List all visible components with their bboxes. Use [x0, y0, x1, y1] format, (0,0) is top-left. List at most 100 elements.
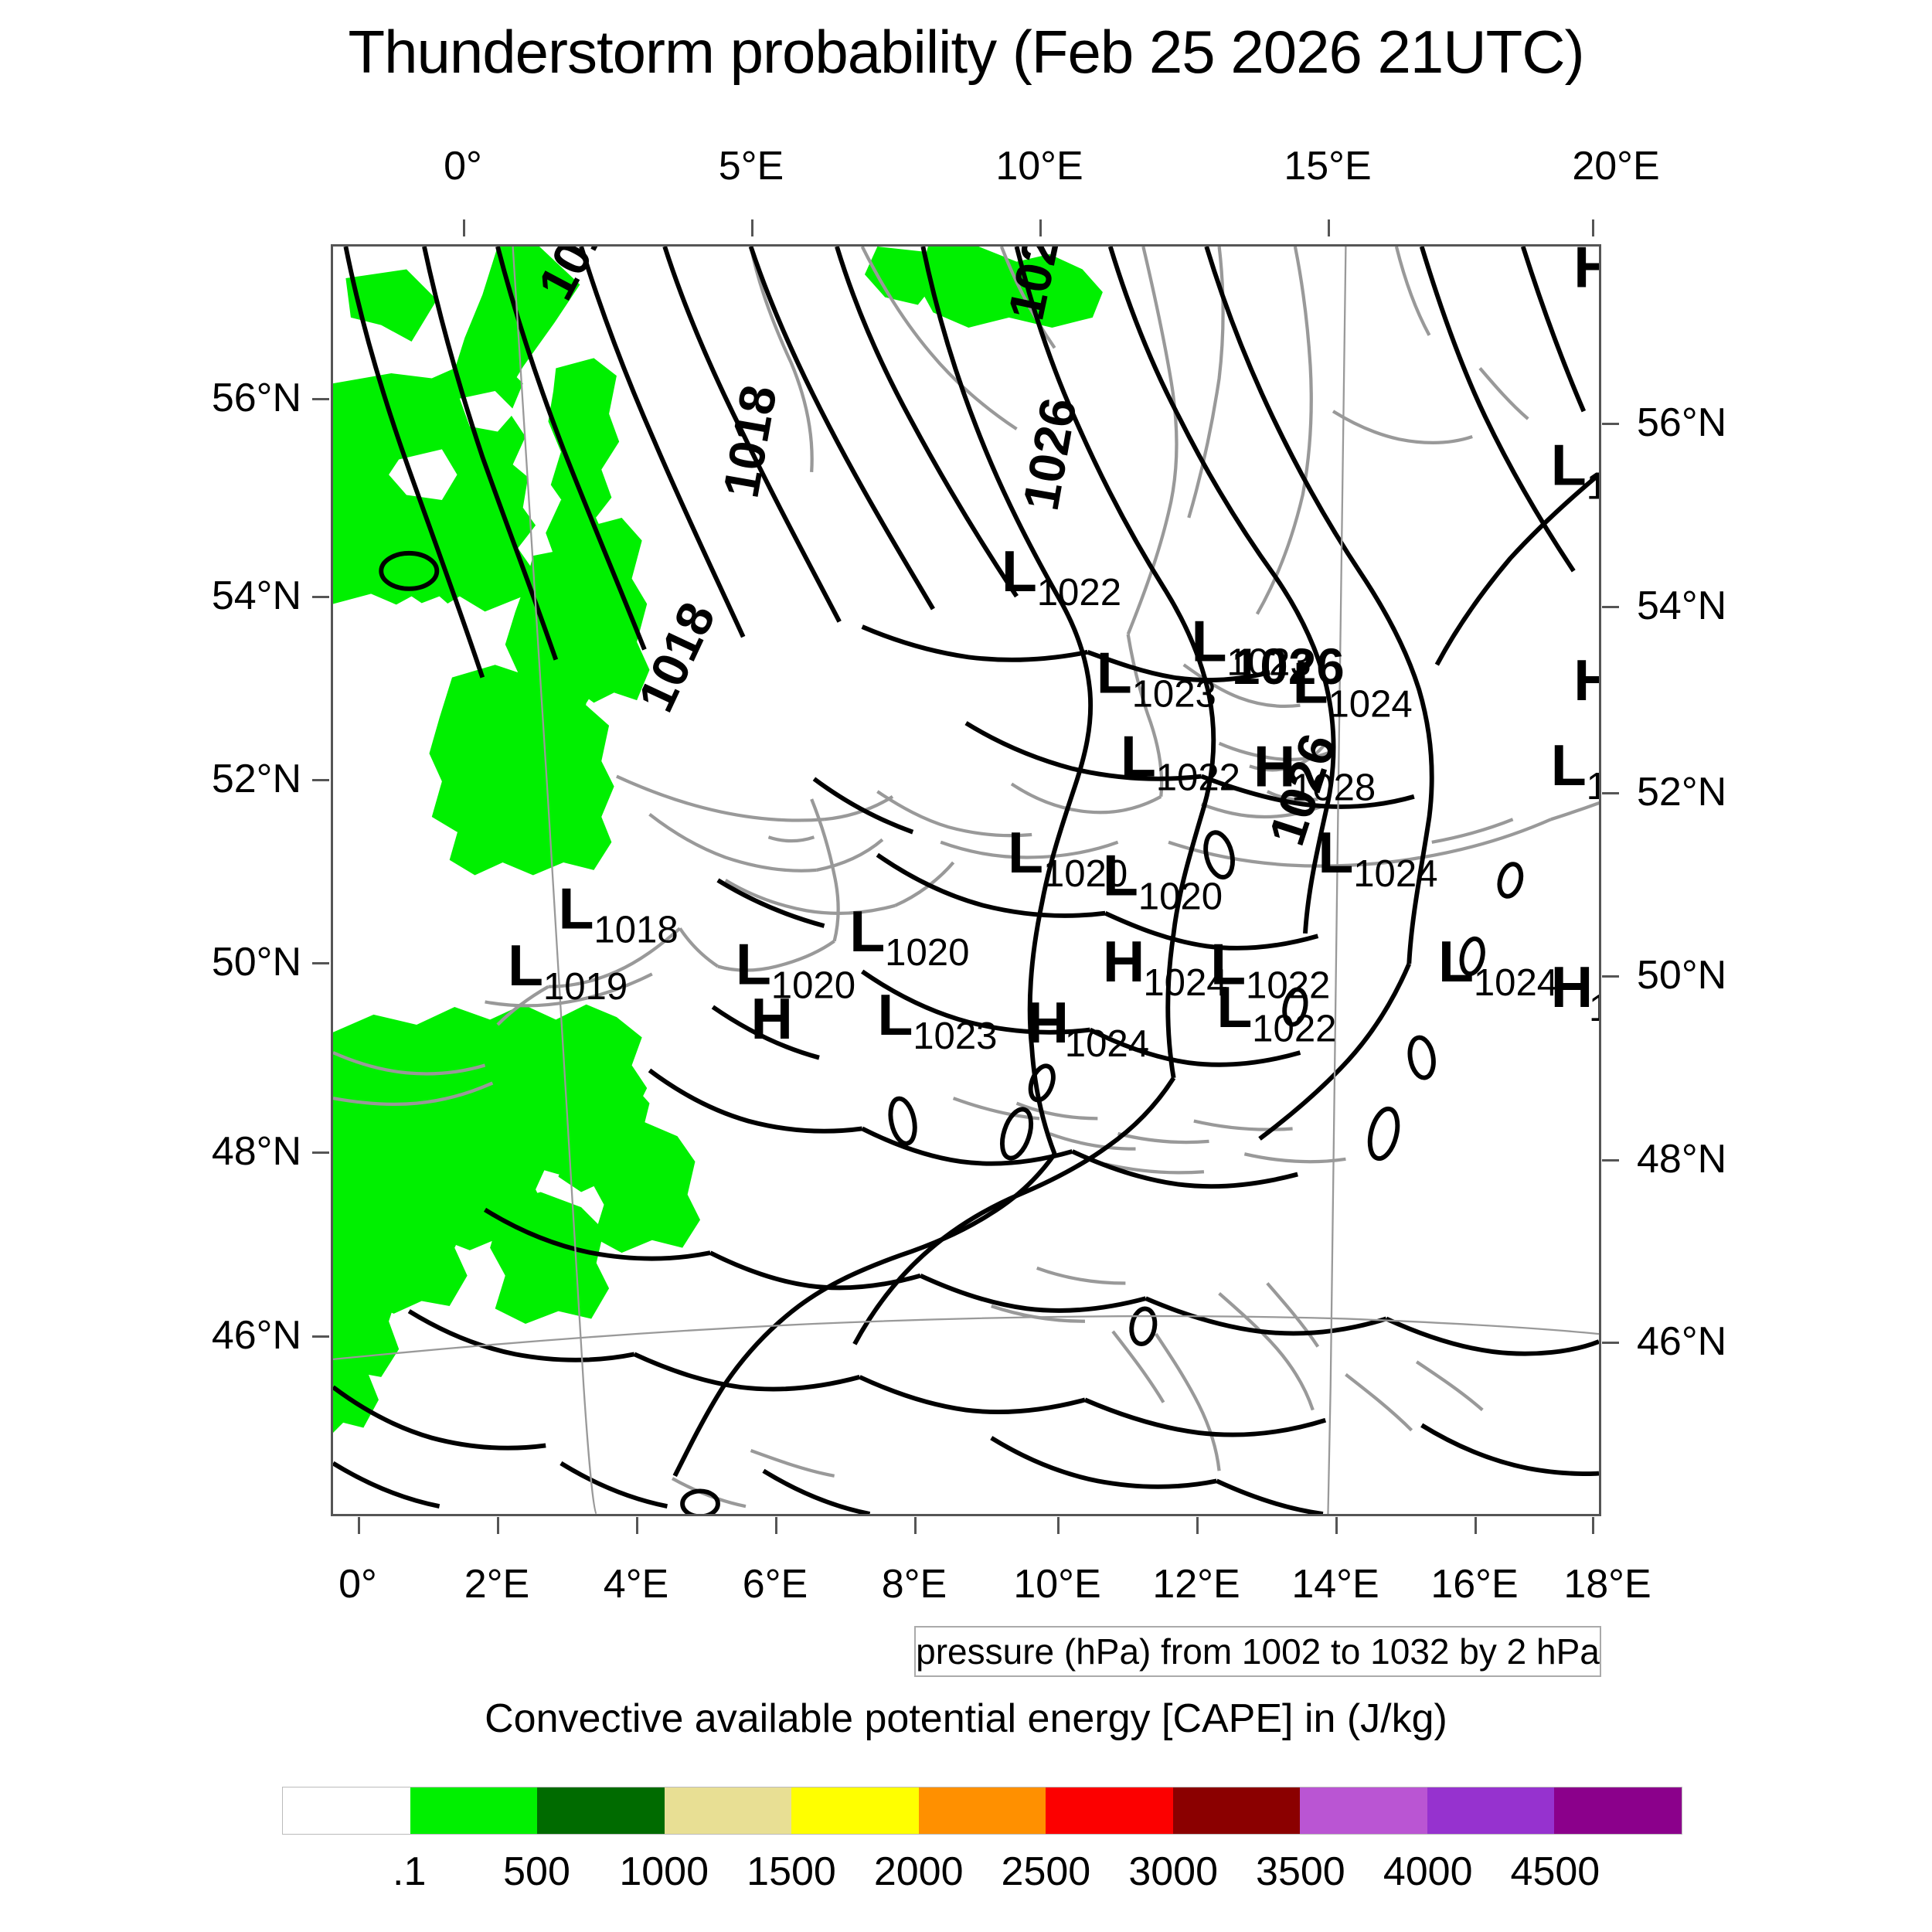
pressure-centre: H 1024 — [1103, 929, 1228, 1004]
colorbar-swatch-7 — [1172, 1787, 1301, 1834]
pressure-centre: L 1022 — [1216, 975, 1336, 1049]
top-tick-label-4: 20°E — [1572, 144, 1660, 189]
colorbar-label-3: 1500 — [747, 1849, 836, 1894]
bottom-tick-mark — [1196, 1517, 1199, 1534]
svg-text:L: L — [1216, 975, 1252, 1039]
svg-text:L: L — [877, 982, 913, 1047]
pressure-centre: H 102 — [1551, 954, 1599, 1029]
isobar-layer — [333, 247, 1599, 1514]
colorbar-labels: .1 500 1000 1500 2000 2500 3000 3500 400… — [282, 1849, 1682, 1895]
svg-text:1022: 1022 — [1252, 1007, 1336, 1049]
svg-text:H: H — [1103, 929, 1145, 994]
page-title: Thunderstorm probability (Feb 25 2026 21… — [348, 18, 1584, 86]
pressure-centre: L 1023 — [1192, 608, 1311, 683]
bottom-tick-label-5: 10°E — [1013, 1562, 1101, 1607]
right-tick-mark — [1602, 1159, 1619, 1162]
colorbar-label-5: 2500 — [1001, 1849, 1091, 1894]
svg-text:1024: 1024 — [1353, 852, 1437, 895]
bottom-tick-label-2: 4°E — [603, 1562, 669, 1607]
colorbar-swatch-5 — [918, 1787, 1046, 1834]
right-tick-label-0: 56°N — [1637, 400, 1727, 445]
bottom-tick-mark — [1475, 1517, 1477, 1534]
bottom-tick-mark — [1057, 1517, 1060, 1534]
pressure-centre: H — [751, 986, 793, 1051]
pressure-caption: pressure (hPa) from 1002 to 1032 by 2 hP… — [914, 1626, 1601, 1677]
pressure-centre: L 1023 — [877, 982, 997, 1057]
pressure-centre: H 1028 — [1253, 734, 1376, 809]
bottom-tick-label-1: 2°E — [464, 1562, 530, 1607]
bottom-tick-mark — [1592, 1517, 1594, 1534]
colorbar-label-8: 4000 — [1383, 1849, 1473, 1894]
colorbar-label-0: .1 — [393, 1849, 427, 1894]
svg-text:L: L — [849, 899, 885, 964]
top-tick-mark — [463, 219, 465, 236]
map-canvas[interactable]: 1010 1026 1018 1026 1018 1026 1026 L 102… — [331, 244, 1601, 1516]
bottom-tick-label-6: 12°E — [1152, 1562, 1240, 1607]
right-tick-label-2: 52°N — [1637, 770, 1727, 815]
pressure-centre: H — [1573, 648, 1599, 713]
svg-text:1022: 1022 — [1156, 757, 1240, 799]
svg-text:1022: 1022 — [1037, 571, 1121, 614]
colorbar-label-2: 1000 — [619, 1849, 709, 1894]
left-tick-label-3: 50°N — [211, 940, 301, 985]
colorbar-swatch-3 — [664, 1787, 792, 1834]
svg-text:L: L — [1293, 650, 1328, 715]
colorbar-label-9: 4500 — [1510, 1849, 1600, 1894]
right-tick-label-5: 46°N — [1637, 1319, 1727, 1364]
svg-text:10: 10 — [1587, 765, 1599, 808]
top-tick-label-3: 15°E — [1284, 144, 1372, 189]
bottom-tick-mark — [775, 1517, 777, 1534]
top-tick-mark — [1328, 219, 1330, 236]
left-tick-mark — [312, 779, 329, 781]
svg-text:1022: 1022 — [1246, 964, 1330, 1006]
svg-text:1020: 1020 — [885, 931, 969, 974]
svg-text:L: L — [1097, 640, 1132, 705]
pressure-centre: L 1020 — [736, 931, 855, 1006]
colorbar-swatch-2 — [537, 1787, 665, 1834]
svg-text:L: L — [1002, 539, 1037, 604]
pressure-centre: L 1024 — [1318, 820, 1437, 895]
svg-text:1024: 1024 — [1143, 961, 1227, 1004]
pressure-centre: L 1022 — [1002, 539, 1121, 614]
top-tick-mark — [1039, 219, 1042, 236]
svg-text:H: H — [751, 986, 793, 1051]
bottom-tick-label-0: 0° — [338, 1562, 377, 1607]
contour-label: 1026 — [1012, 393, 1087, 514]
svg-text:L: L — [1318, 820, 1353, 885]
svg-text:1024: 1024 — [1328, 682, 1412, 725]
bottom-tick-label-4: 8°E — [881, 1562, 947, 1607]
pressure-centre: L 1022 — [1121, 723, 1240, 798]
pressure-centre: H — [1573, 247, 1599, 299]
bottom-tick-label-8: 16°E — [1430, 1562, 1519, 1607]
colorbar-swatch-1 — [410, 1787, 538, 1834]
svg-text:H: H — [1027, 990, 1069, 1055]
svg-text:1018: 1018 — [594, 908, 678, 951]
left-tick-mark — [312, 398, 329, 400]
svg-text:1020: 1020 — [1138, 876, 1223, 918]
bottom-tick-label-7: 14°E — [1291, 1562, 1379, 1607]
svg-text:1024: 1024 — [1474, 961, 1558, 1004]
right-tick-label-4: 48°N — [1637, 1137, 1727, 1182]
svg-text:H: H — [1551, 954, 1593, 1019]
svg-text:1024: 1024 — [1065, 1022, 1149, 1065]
svg-text:1023: 1023 — [913, 1015, 997, 1057]
contour-label: 1018 — [713, 381, 787, 502]
bottom-tick-mark — [1335, 1517, 1338, 1534]
colorbar-swatch-8 — [1300, 1787, 1427, 1834]
svg-text:1020: 1020 — [1043, 852, 1128, 895]
svg-text:10: 10 — [1587, 464, 1599, 507]
colorbar-swatch-0 — [283, 1787, 410, 1834]
pressure-centre: H 1024 — [1027, 990, 1149, 1065]
colorbar-label-4: 2000 — [873, 1849, 964, 1894]
graticule-layer — [333, 247, 1599, 1514]
svg-text:L: L — [1121, 723, 1156, 788]
svg-text:L: L — [1551, 733, 1587, 798]
left-tick-mark — [312, 1151, 329, 1154]
colorbar-title: Convective available potential energy [C… — [485, 1696, 1447, 1741]
colorbar-label-7: 3500 — [1256, 1849, 1345, 1894]
right-tick-label-3: 50°N — [1637, 953, 1727, 998]
left-tick-label-4: 48°N — [211, 1129, 301, 1174]
right-tick-mark — [1602, 792, 1619, 794]
pressure-centre: L 1019 — [508, 933, 628, 1008]
right-tick-mark — [1602, 975, 1619, 978]
